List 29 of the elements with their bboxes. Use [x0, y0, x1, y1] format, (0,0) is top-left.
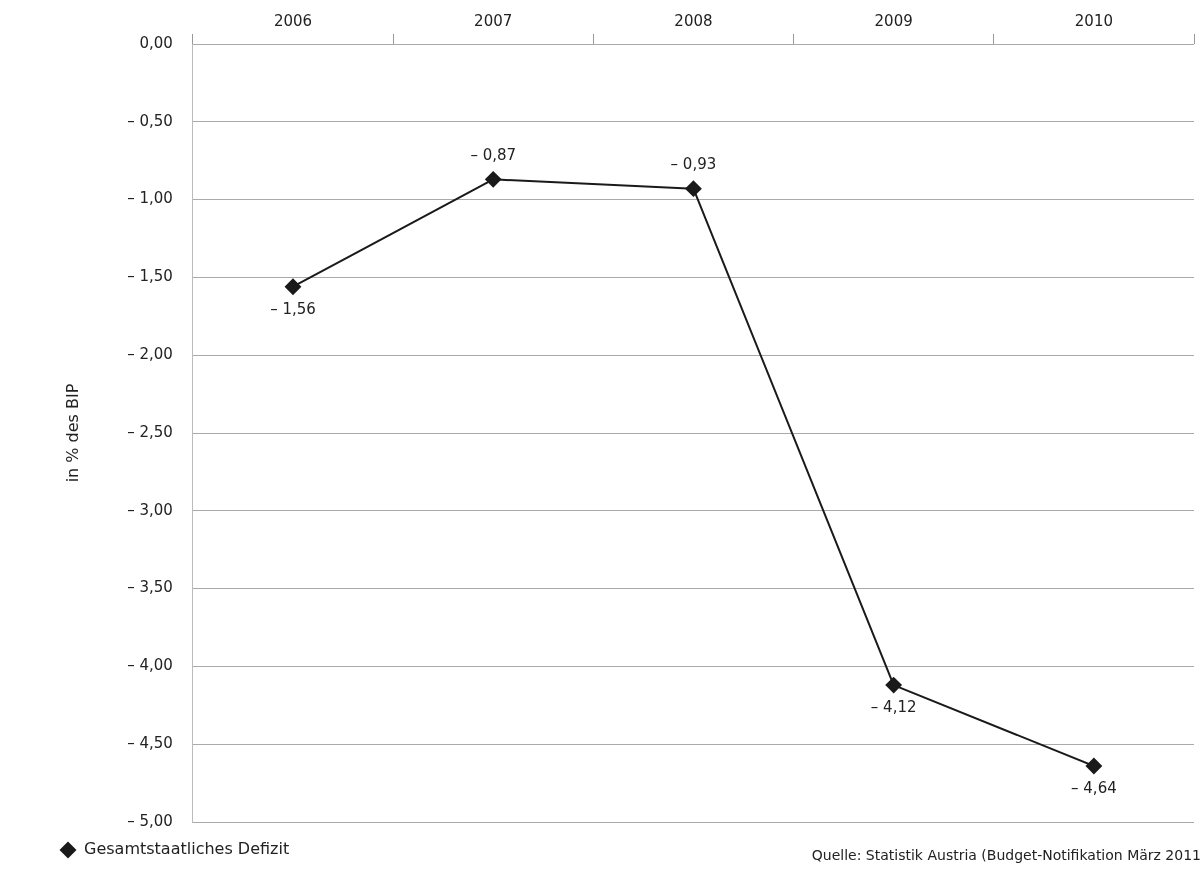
x-tick-label: 2010: [1074, 11, 1113, 30]
data-label: – 1,56: [270, 300, 316, 319]
point: [885, 677, 902, 694]
point: [1085, 757, 1102, 774]
y-tick-label: 0,00: [139, 33, 173, 52]
point: [685, 180, 702, 197]
x-tick-label: 2007: [474, 11, 513, 30]
x-tick-label: 2006: [273, 11, 313, 30]
y-tick-label: – 3,00: [127, 500, 173, 519]
point: [284, 278, 301, 295]
x-tick-label: 2009: [874, 11, 913, 30]
y-tick-label: – 1,50: [127, 267, 173, 286]
y-tick-label: – 5,00: [127, 811, 173, 830]
data-label: – 4,12: [870, 698, 917, 717]
y-tick-label: – 3,50: [127, 578, 173, 597]
point: [485, 171, 502, 188]
data-label: – 0,93: [670, 155, 717, 174]
y-tick-label: – 0,50: [127, 111, 173, 130]
y-tick-label: – 2,50: [127, 422, 173, 441]
y-axis-title: in % des BIP: [62, 383, 82, 483]
data-label: – 4,64: [1071, 779, 1117, 798]
source-note: Quelle: Statistik Austria (Budget-Notifikation März 2011: [811, 846, 1201, 863]
data-label: – 0,87: [470, 145, 517, 164]
y-tick-label: – 4,50: [127, 734, 173, 753]
x-tick-label: 2008: [674, 11, 713, 30]
y-tick-label: – 2,00: [127, 345, 173, 364]
legend-label: Gesamtstaatliches Defizit: [84, 839, 290, 859]
y-tick-label: – 4,00: [127, 656, 173, 675]
y-tick-label: – 1,00: [127, 189, 173, 208]
